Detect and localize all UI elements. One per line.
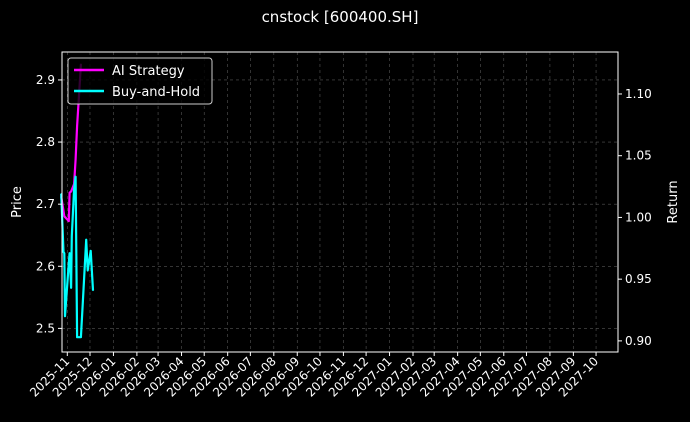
- data-point: [68, 191, 71, 194]
- data-point: [68, 262, 70, 264]
- legend-label-buy-and-hold: Buy-and-Hold: [112, 85, 200, 100]
- data-point: [68, 252, 71, 255]
- data-point: [80, 336, 82, 338]
- legend-label-ai-strategy: AI Strategy: [112, 64, 185, 79]
- plot-frame: [61, 51, 619, 353]
- y-axis-right-label: Return: [666, 180, 681, 223]
- y-tick-label: 2.7: [36, 197, 55, 211]
- data-point: [64, 315, 66, 317]
- y-right-tick-label: 0.95: [625, 272, 652, 286]
- y-right-tick-label: 1.10: [625, 87, 652, 101]
- data-point: [85, 238, 88, 241]
- data-point: [86, 269, 89, 272]
- data-point: [63, 215, 66, 217]
- series-layer: [60, 63, 95, 339]
- chart-title: cnstock [600400.SH]: [262, 8, 419, 26]
- data-point: [68, 220, 70, 222]
- data-point: [76, 336, 78, 338]
- y-tick-label: 2.9: [36, 73, 55, 87]
- y-tick-label: 2.8: [36, 135, 55, 149]
- y-tick-label: 2.5: [36, 321, 55, 335]
- grid: [62, 52, 618, 352]
- y-right-tick-label: 1.00: [625, 210, 652, 224]
- axes: 2025-112025-122026-012026-022026-032026-…: [27, 73, 652, 400]
- data-point: [89, 249, 92, 252]
- data-point: [70, 287, 72, 289]
- series-line-ai-strategy: [60, 64, 82, 223]
- y-tick-label: 2.6: [36, 259, 55, 273]
- data-point: [74, 175, 77, 178]
- y-right-tick-label: 0.90: [625, 334, 652, 348]
- data-point: [70, 190, 72, 193]
- data-point: [71, 235, 73, 237]
- data-point: [92, 289, 94, 292]
- y-right-tick-label: 1.05: [625, 149, 652, 163]
- y-axis-label: Price: [10, 186, 25, 218]
- legend: AI Strategy Buy-and-Hold: [67, 57, 213, 105]
- data-point: [76, 125, 78, 127]
- series-line-buy-and-hold: [60, 175, 95, 339]
- data-point: [73, 188, 75, 190]
- data-point: [62, 251, 65, 253]
- data-point: [63, 252, 66, 255]
- data-point: [74, 158, 77, 161]
- data-point: [81, 309, 84, 311]
